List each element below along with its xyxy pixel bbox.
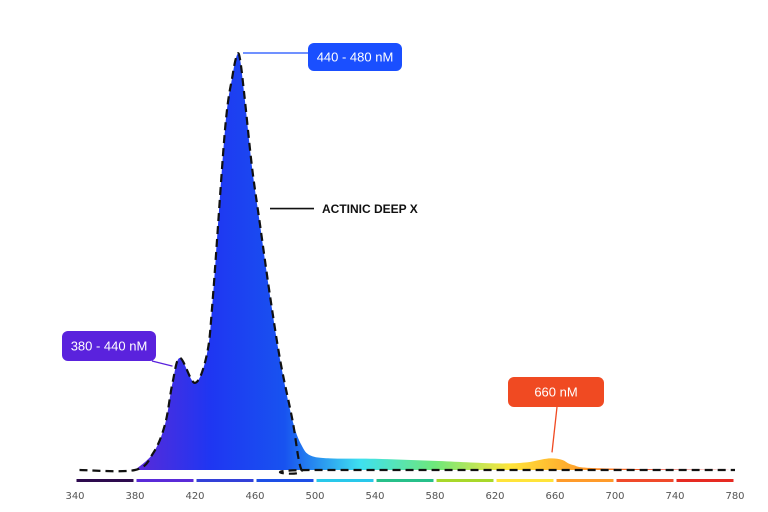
outline-layer: [79, 52, 735, 475]
annotations: 440 - 480 nM 380 - 440 nM 660 nM ACTINIC DE…: [62, 43, 604, 453]
axis-segment: [196, 479, 254, 482]
axis-segment: [556, 479, 614, 482]
x-tick-labels: 340 380 420 460 500 540 580 620 660 700 740 780: [65, 491, 744, 502]
spectrum-area: [135, 53, 735, 470]
x-tick-label: 740: [665, 491, 684, 502]
callout: 380 - 440 nM: [62, 331, 173, 367]
series-label: ACTINIC DEEP X: [322, 202, 418, 216]
axis-segment: [676, 479, 734, 482]
callout: 660 nM: [508, 377, 604, 453]
axis-segment: [436, 479, 494, 482]
x-axis: [76, 479, 734, 482]
axis-segment: [316, 479, 374, 482]
x-tick-label: 500: [305, 491, 324, 502]
callout-label: 660 nM: [534, 385, 577, 400]
x-tick-label: 780: [725, 491, 744, 502]
callout-box: [308, 43, 402, 71]
spectrum-area-layer: [135, 53, 735, 470]
series-label-group: ACTINIC DEEP X: [270, 202, 418, 216]
axis-segment: [256, 479, 314, 482]
callout-box: [508, 377, 604, 407]
x-tick-label: 540: [365, 491, 384, 502]
x-tick-label: 620: [485, 491, 504, 502]
axis-segment: [616, 479, 674, 482]
callout-box: [62, 331, 156, 361]
x-tick-label: 420: [185, 491, 204, 502]
axis-segment: [76, 479, 134, 482]
x-tick-label: 460: [245, 491, 264, 502]
callout-leader: [551, 406, 558, 453]
callout-label: 380 - 440 nM: [71, 339, 148, 354]
x-tick-label: 660: [545, 491, 564, 502]
axis-segment: [376, 479, 434, 482]
callout-label: 440 - 480 nM: [317, 50, 394, 65]
callout: 440 - 480 nM: [243, 43, 402, 71]
axis-segment: [496, 479, 554, 482]
axis-segment: [136, 479, 194, 482]
x-tick-label: 580: [425, 491, 444, 502]
x-tick-label: 340: [65, 491, 84, 502]
x-tick-label: 380: [125, 491, 144, 502]
actinic-deep-x-outline: [79, 52, 735, 475]
callout-leader: [151, 360, 173, 367]
x-tick-label: 700: [605, 491, 624, 502]
